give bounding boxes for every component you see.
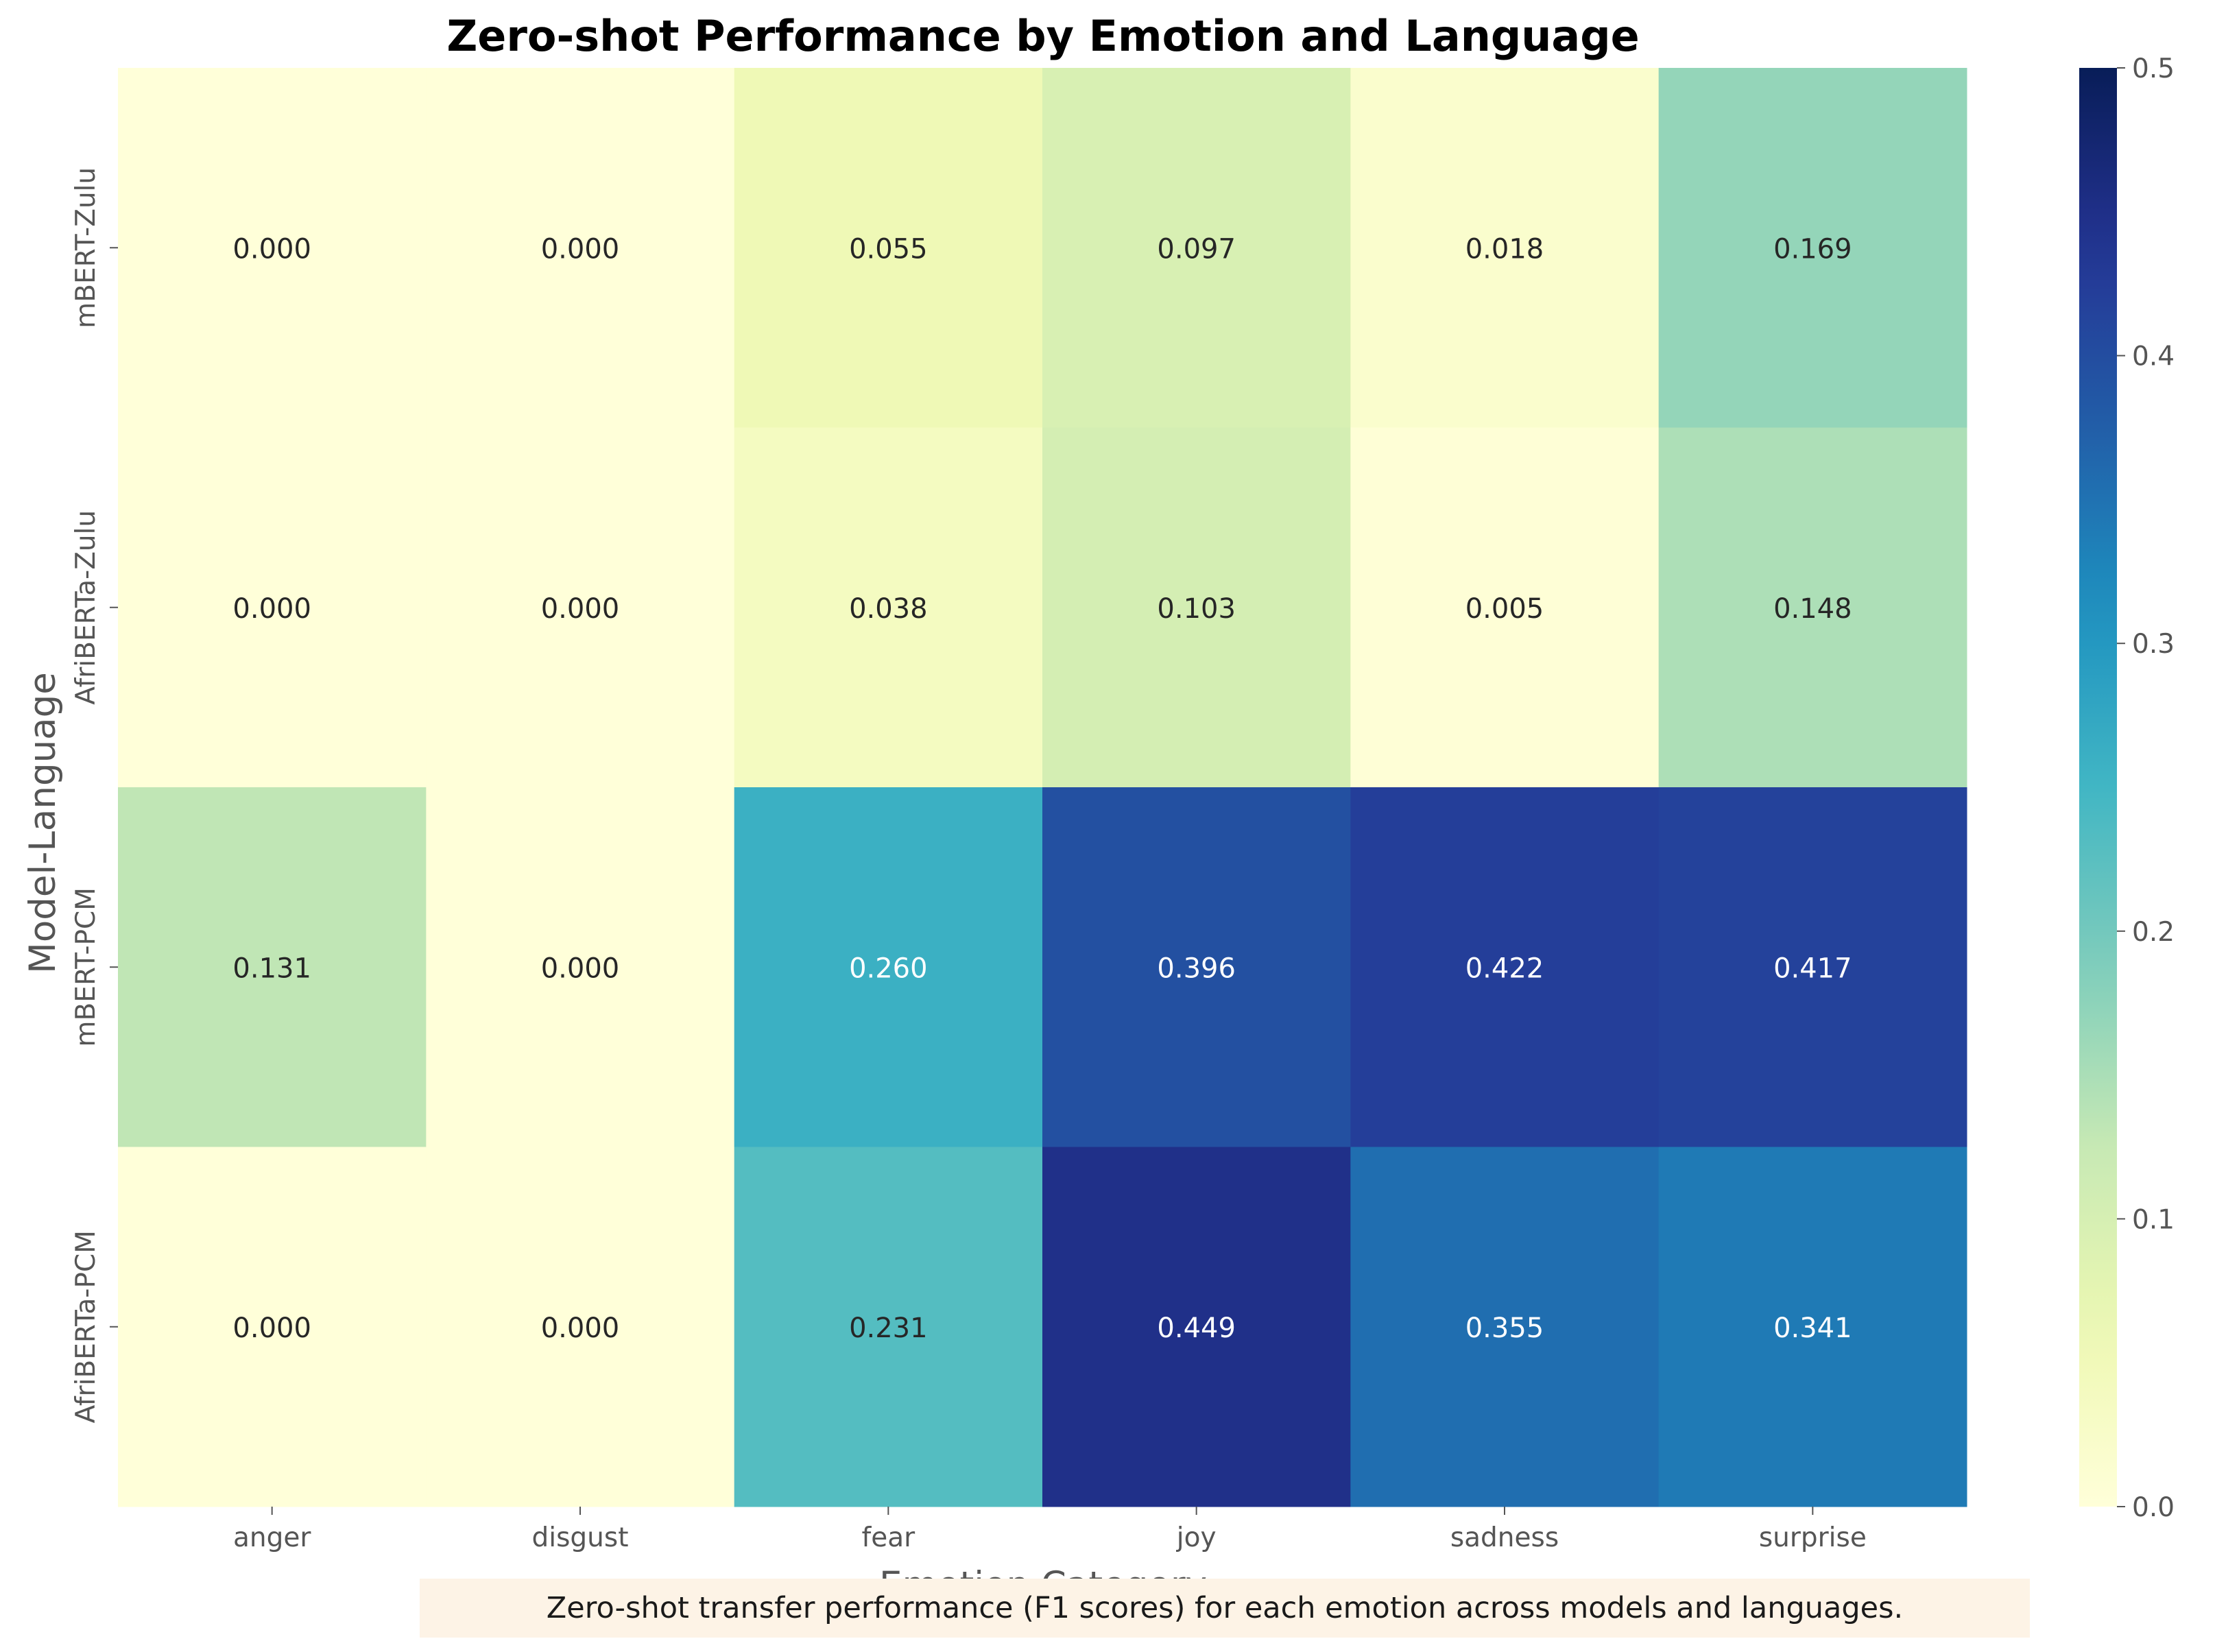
x-tick-label: disgust (532, 1522, 629, 1553)
colorbar: 0.0 0.1 0.2 0.3 0.4 0.5 (2079, 53, 2175, 1523)
heatmap-cell (1042, 68, 1351, 428)
cell-value-label: 0.005 (1465, 593, 1544, 625)
cell-value-label: 0.131 (232, 953, 311, 984)
heatmap-cells (118, 68, 1967, 1507)
heatmap-cell (1658, 68, 1967, 428)
heatmap-cell-labels: 0.000 0.000 0.055 0.097 0.018 0.169 0.000 0.000… (232, 233, 1852, 1344)
y-axis: mBERT-Zulu AfriBERTa-Zulu mBERT-PCM AfriBER… (71, 167, 118, 1423)
cell-value-label: 0.449 (1157, 1313, 1236, 1344)
cell-value-label: 0.097 (1157, 233, 1236, 265)
cell-value-label: 0.000 (232, 1313, 311, 1344)
cell-value-label: 0.169 (1773, 233, 1852, 265)
heatmap-cell (426, 1147, 735, 1507)
heatmap-cell (734, 68, 1043, 428)
colorbar-gradient (2079, 68, 2117, 1507)
y-tick-label: mBERT-Zulu (71, 167, 101, 328)
heatmap-cell (118, 68, 427, 428)
cell-value-label: 0.000 (541, 953, 620, 984)
heatmap-cell (1350, 1147, 1660, 1507)
x-tick-label: fear (861, 1522, 915, 1553)
heatmap-cell (426, 787, 735, 1147)
heatmap-cell (426, 427, 735, 788)
colorbar-tick-label: 0.4 (2132, 342, 2175, 372)
heatmap-cell (1658, 427, 1967, 788)
cell-value-label: 0.396 (1157, 953, 1236, 984)
cell-value-label: 0.103 (1157, 593, 1236, 625)
heatmap-cell (734, 427, 1043, 788)
x-tick-label: anger (233, 1522, 311, 1553)
cell-value-label: 0.000 (232, 233, 311, 265)
x-tick-label: joy (1176, 1522, 1217, 1553)
heatmap-cell (118, 427, 427, 788)
heatmap-cell (426, 68, 735, 428)
cell-value-label: 0.231 (849, 1313, 928, 1344)
colorbar-tick-label: 0.0 (2132, 1492, 2175, 1523)
heatmap-cell (1658, 1147, 1967, 1507)
heatmap-cell (1350, 787, 1660, 1147)
cell-value-label: 0.055 (849, 233, 928, 265)
heatmap-cell (1042, 787, 1351, 1147)
colorbar-tick-label: 0.2 (2132, 917, 2175, 948)
cell-value-label: 0.000 (541, 593, 620, 625)
y-tick-label: AfriBERTa-PCM (71, 1230, 101, 1423)
heatmap-cell (118, 787, 427, 1147)
colorbar-tick-label: 0.3 (2132, 629, 2175, 660)
y-axis-label: Model-Language (22, 672, 64, 974)
cell-value-label: 0.000 (541, 233, 620, 265)
chart-title: Zero-shot Performance by Emotion and Lan… (446, 11, 1639, 61)
heatmap-cell (118, 1147, 427, 1507)
heatmap-cell (1042, 427, 1351, 788)
heatmap-cell (1658, 787, 1967, 1147)
x-axis: anger disgust fear joy sadness surprise (233, 1507, 1867, 1553)
cell-value-label: 0.417 (1773, 953, 1852, 984)
heatmap-cell (734, 1147, 1043, 1507)
cell-value-label: 0.260 (849, 953, 928, 984)
figure-caption: Zero-shot transfer performance (F1 score… (420, 1579, 2030, 1638)
y-tick-label: AfriBERTa-Zulu (71, 510, 101, 705)
heatmap-cell (734, 787, 1043, 1147)
y-tick-label: mBERT-PCM (71, 887, 101, 1046)
cell-value-label: 0.018 (1465, 233, 1544, 265)
cell-value-label: 0.000 (541, 1313, 620, 1344)
cell-value-label: 0.341 (1773, 1313, 1852, 1344)
heatmap-cell (1350, 427, 1660, 788)
x-tick-label: surprise (1759, 1522, 1867, 1553)
heatmap-cell (1042, 1147, 1351, 1507)
x-tick-label: sadness (1450, 1522, 1559, 1553)
colorbar-tick-label: 0.1 (2132, 1204, 2175, 1235)
cell-value-label: 0.148 (1773, 593, 1852, 625)
cell-value-label: 0.000 (232, 593, 311, 625)
cell-value-label: 0.422 (1465, 953, 1544, 984)
colorbar-tick-label: 0.5 (2132, 53, 2175, 84)
heatmap-cell (1350, 68, 1660, 428)
cell-value-label: 0.355 (1465, 1313, 1544, 1344)
cell-value-label: 0.038 (849, 593, 928, 625)
